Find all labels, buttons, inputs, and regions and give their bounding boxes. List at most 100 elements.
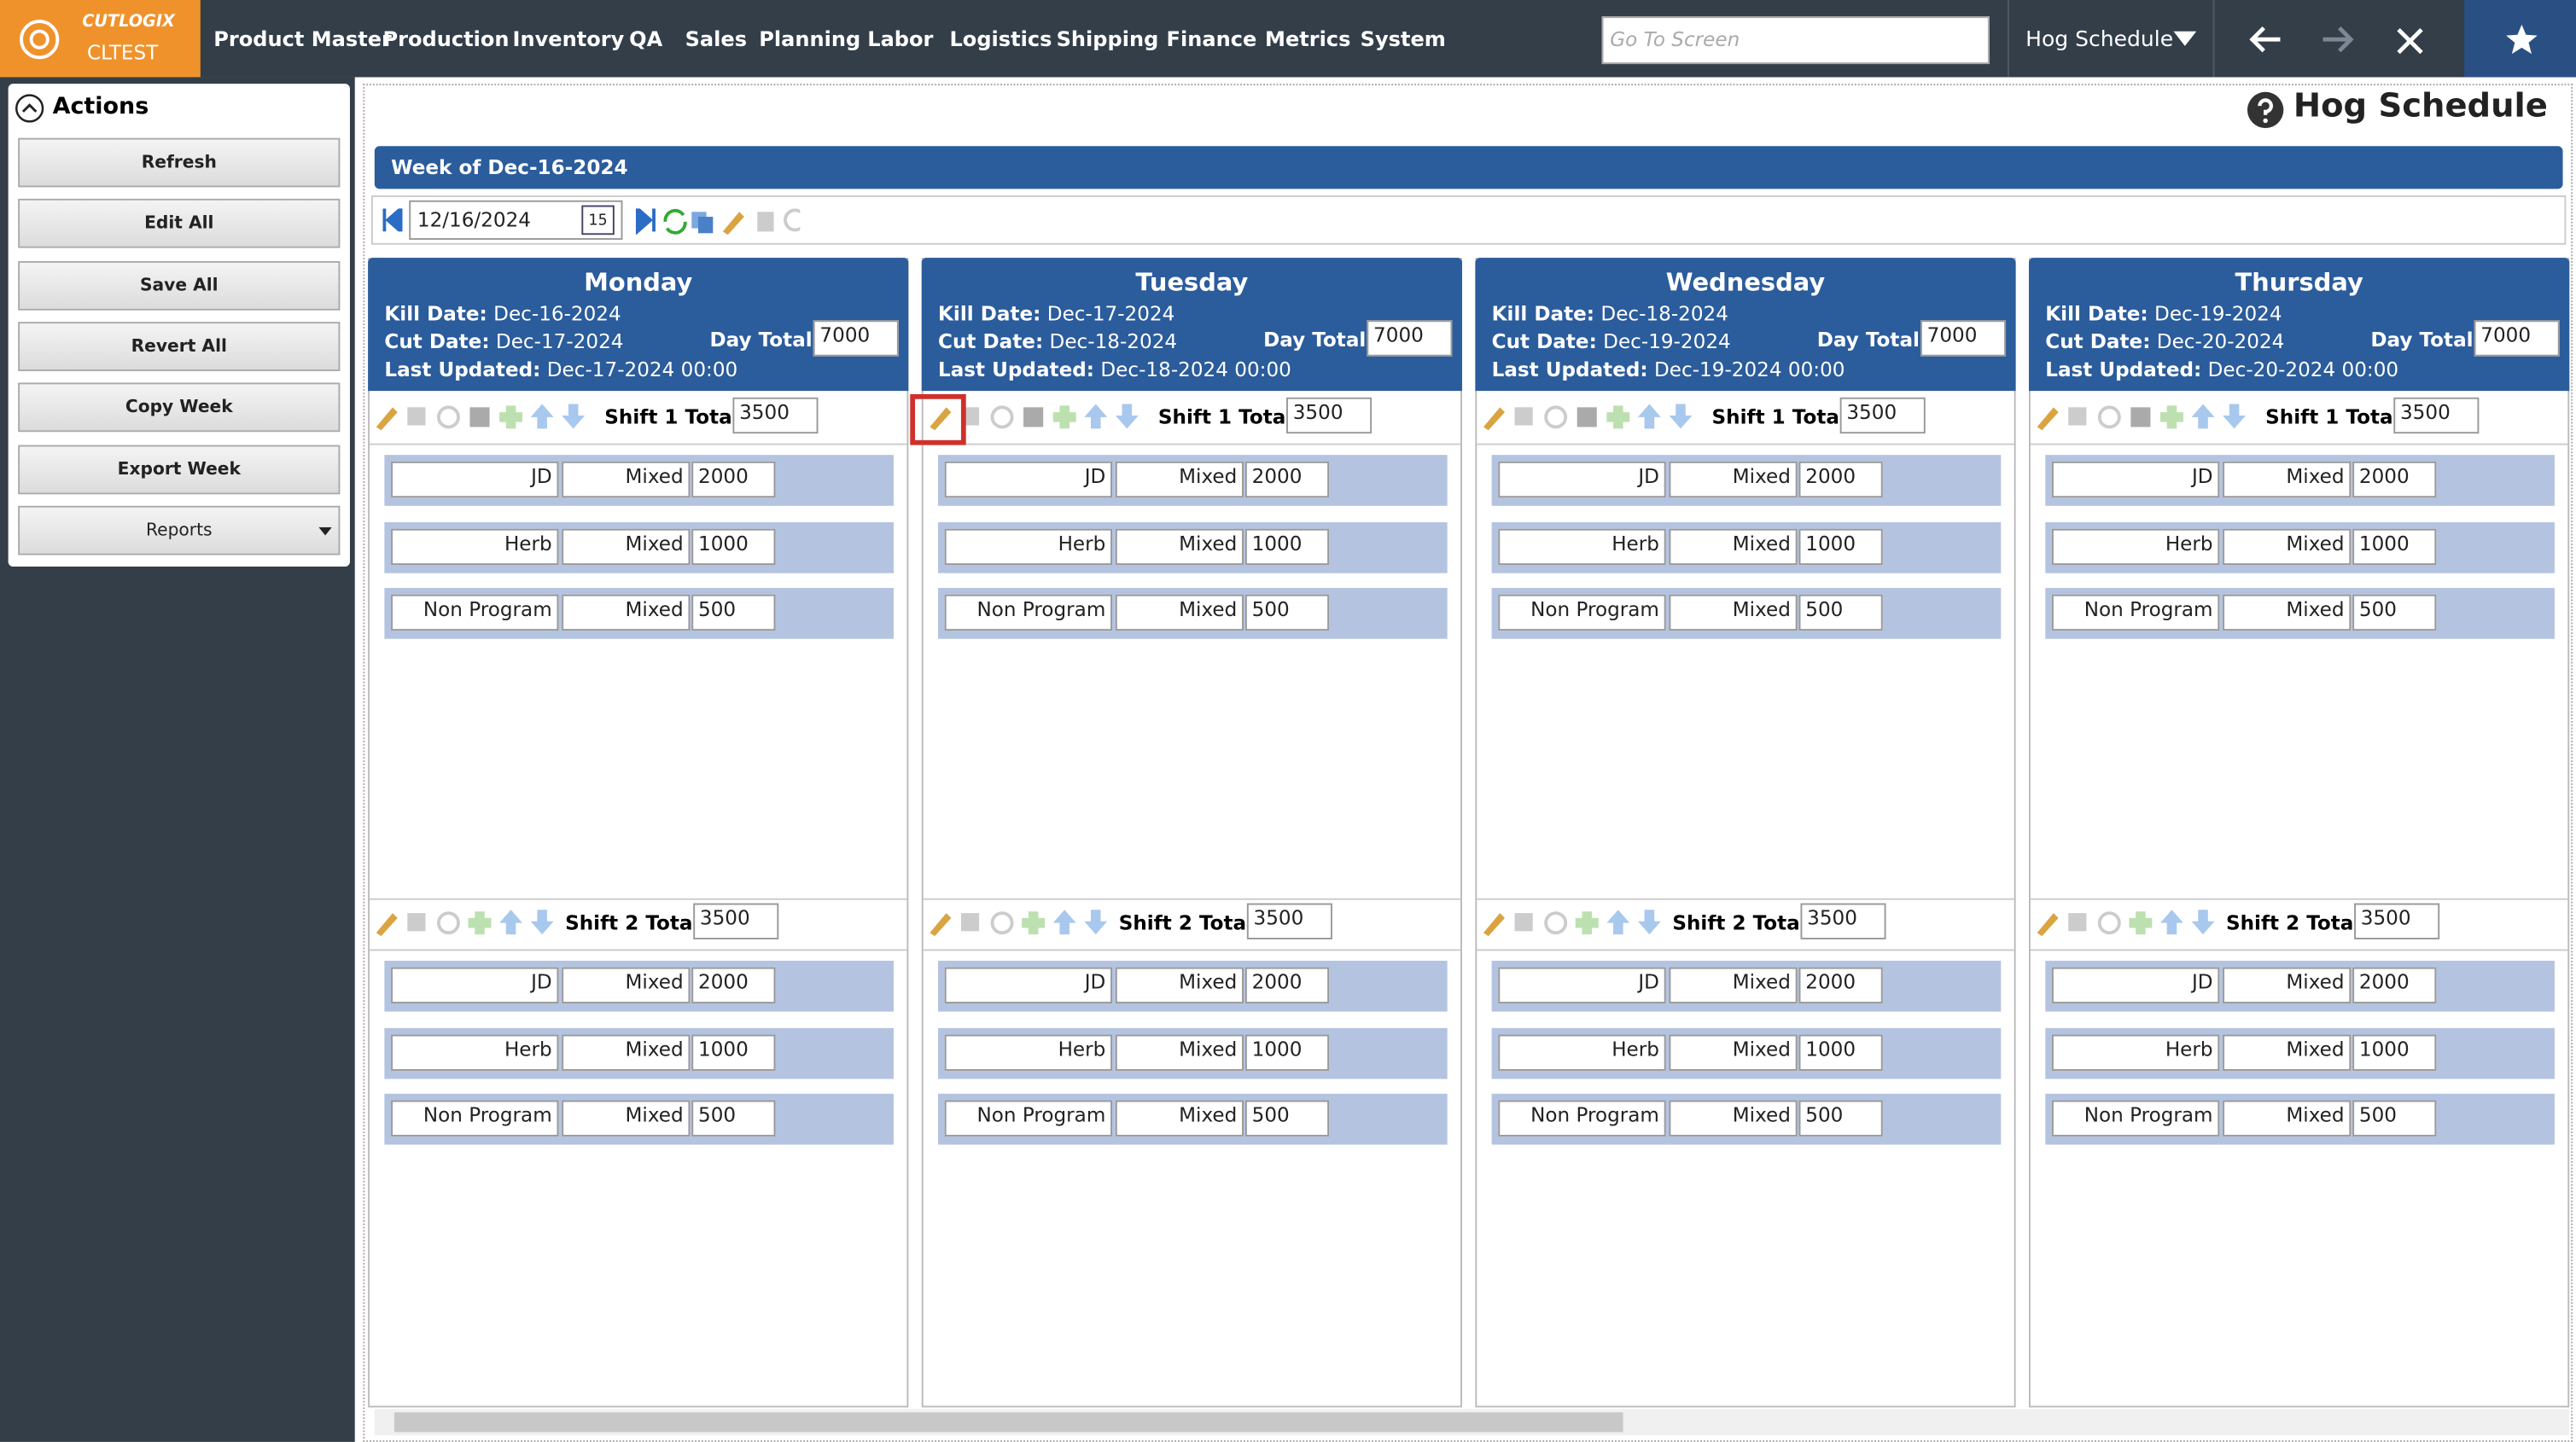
menu-item[interactable]: Logistics	[949, 26, 1052, 51]
row-name[interactable]: Herb	[2051, 1033, 2220, 1070]
row-qty[interactable]: 1000	[1798, 527, 1883, 565]
row-qty[interactable]: 500	[691, 1100, 776, 1137]
row-type[interactable]: Mixed	[562, 527, 691, 565]
row-name[interactable]: Non Program	[944, 1100, 1113, 1137]
row-type[interactable]: Mixed	[562, 1033, 691, 1070]
row-name[interactable]: Non Program	[391, 1100, 559, 1137]
row-name[interactable]: JD	[391, 461, 559, 498]
collapse-icon[interactable]	[15, 94, 44, 124]
row-qty[interactable]: 2000	[691, 967, 776, 1003]
row-qty[interactable]: 2000	[2352, 967, 2437, 1003]
row-name[interactable]: Herb	[1498, 527, 1666, 565]
row-type[interactable]: Mixed	[562, 967, 691, 1003]
row-qty[interactable]: 500	[1798, 594, 1883, 631]
back-button[interactable]	[2247, 23, 2283, 55]
day-total-input[interactable]: 7000	[2474, 320, 2560, 357]
row-qty[interactable]: 2000	[1798, 967, 1883, 1003]
shift-total-input[interactable]: 3500	[1839, 397, 1926, 434]
shift-total-input[interactable]: 3500	[732, 397, 819, 434]
row-name[interactable]: Herb	[391, 527, 559, 565]
row-qty[interactable]: 500	[691, 594, 776, 631]
row-name[interactable]: Non Program	[2051, 1100, 2220, 1137]
row-name[interactable]: JD	[2051, 967, 2220, 1003]
row-type[interactable]: Mixed	[562, 461, 691, 498]
row-name[interactable]: Herb	[944, 527, 1113, 565]
shift-total-input[interactable]: 3500	[1286, 397, 1373, 434]
shift-total-input[interactable]: 3500	[2393, 397, 2480, 434]
forward-button[interactable]	[2320, 23, 2356, 55]
close-button[interactable]	[2395, 26, 2425, 56]
shift-total-input[interactable]: 3500	[1246, 903, 1332, 939]
row-name[interactable]: Non Program	[391, 594, 559, 631]
action-button[interactable]: Copy Week	[18, 382, 341, 433]
row-type[interactable]: Mixed	[1115, 1033, 1244, 1070]
row-qty[interactable]: 500	[1798, 1100, 1883, 1137]
menu-item[interactable]: Product Master	[213, 26, 392, 51]
day-total-input[interactable]: 7000	[1920, 320, 2007, 357]
scroll-thumb[interactable]	[393, 1412, 1623, 1433]
action-button[interactable]: Refresh	[18, 137, 341, 188]
row-type[interactable]: Mixed	[2223, 594, 2352, 631]
menu-item[interactable]: Inventory	[512, 26, 625, 51]
row-qty[interactable]: 1000	[691, 527, 776, 565]
menu-item[interactable]: Metrics	[1265, 26, 1351, 51]
row-name[interactable]: JD	[2051, 461, 2220, 498]
row-type[interactable]: Mixed	[2223, 967, 2352, 1003]
shift-total-input[interactable]: 3500	[693, 903, 779, 939]
row-type[interactable]: Mixed	[1115, 527, 1244, 565]
row-qty[interactable]: 1000	[691, 1033, 776, 1070]
row-qty[interactable]: 2000	[2352, 461, 2437, 498]
row-type[interactable]: Mixed	[562, 594, 691, 631]
row-qty[interactable]: 1000	[1244, 527, 1330, 565]
row-name[interactable]: Non Program	[2051, 594, 2220, 631]
row-name[interactable]: JD	[944, 967, 1113, 1003]
menu-item[interactable]: Finance	[1166, 26, 1257, 51]
row-type[interactable]: Mixed	[1669, 461, 1798, 498]
row-name[interactable]: Herb	[391, 1033, 559, 1070]
row-name[interactable]: Non Program	[1498, 1100, 1666, 1137]
row-type[interactable]: Mixed	[2223, 461, 2352, 498]
row-name[interactable]: Herb	[2051, 527, 2220, 565]
row-qty[interactable]: 2000	[1798, 461, 1883, 498]
row-type[interactable]: Mixed	[1669, 527, 1798, 565]
row-name[interactable]: JD	[1498, 967, 1666, 1003]
menu-item[interactable]: System	[1360, 26, 1446, 51]
row-name[interactable]: Herb	[944, 1033, 1113, 1070]
row-type[interactable]: Mixed	[1115, 967, 1244, 1003]
shift-total-input[interactable]: 3500	[2354, 903, 2440, 939]
row-qty[interactable]: 2000	[1244, 967, 1330, 1003]
day-total-input[interactable]: 7000	[813, 320, 899, 357]
logo[interactable]: CUTLOGIX CLTEST	[0, 0, 201, 78]
row-name[interactable]: JD	[1498, 461, 1666, 498]
menu-item[interactable]: Sales	[685, 26, 748, 51]
menu-item[interactable]: Shipping	[1056, 26, 1159, 51]
row-name[interactable]: Non Program	[944, 594, 1113, 631]
row-name[interactable]: JD	[944, 461, 1113, 498]
row-qty[interactable]: 2000	[1244, 461, 1330, 498]
action-button[interactable]: Save All	[18, 260, 341, 310]
row-type[interactable]: Mixed	[1669, 1100, 1798, 1137]
row-qty[interactable]: 500	[2352, 1100, 2437, 1137]
reports-select[interactable]: Reports	[18, 505, 341, 555]
row-type[interactable]: Mixed	[2223, 527, 2352, 565]
row-name[interactable]: JD	[391, 967, 559, 1003]
row-qty[interactable]: 1000	[2352, 527, 2437, 565]
row-type[interactable]: Mixed	[1115, 594, 1244, 631]
row-type[interactable]: Mixed	[1669, 967, 1798, 1003]
help-icon[interactable]	[2246, 90, 2285, 130]
row-qty[interactable]: 1000	[1798, 1033, 1883, 1070]
row-type[interactable]: Mixed	[2223, 1033, 2352, 1070]
row-qty[interactable]: 500	[2352, 594, 2437, 631]
action-button[interactable]: Export Week	[18, 444, 341, 494]
row-type[interactable]: Mixed	[1115, 1100, 1244, 1137]
menu-item[interactable]: Production	[382, 26, 510, 51]
menu-item[interactable]: Labor	[867, 26, 934, 51]
row-qty[interactable]: 500	[1244, 594, 1330, 631]
row-qty[interactable]: 1000	[1244, 1033, 1330, 1070]
row-qty[interactable]: 500	[1244, 1100, 1330, 1137]
h-scrollbar[interactable]	[374, 1409, 2570, 1436]
date-input[interactable]: 12/16/2024 15	[409, 200, 623, 241]
shift-total-input[interactable]: 3500	[1800, 903, 1886, 939]
row-type[interactable]: Mixed	[1669, 1033, 1798, 1070]
menu-item[interactable]: Planning	[759, 26, 861, 51]
